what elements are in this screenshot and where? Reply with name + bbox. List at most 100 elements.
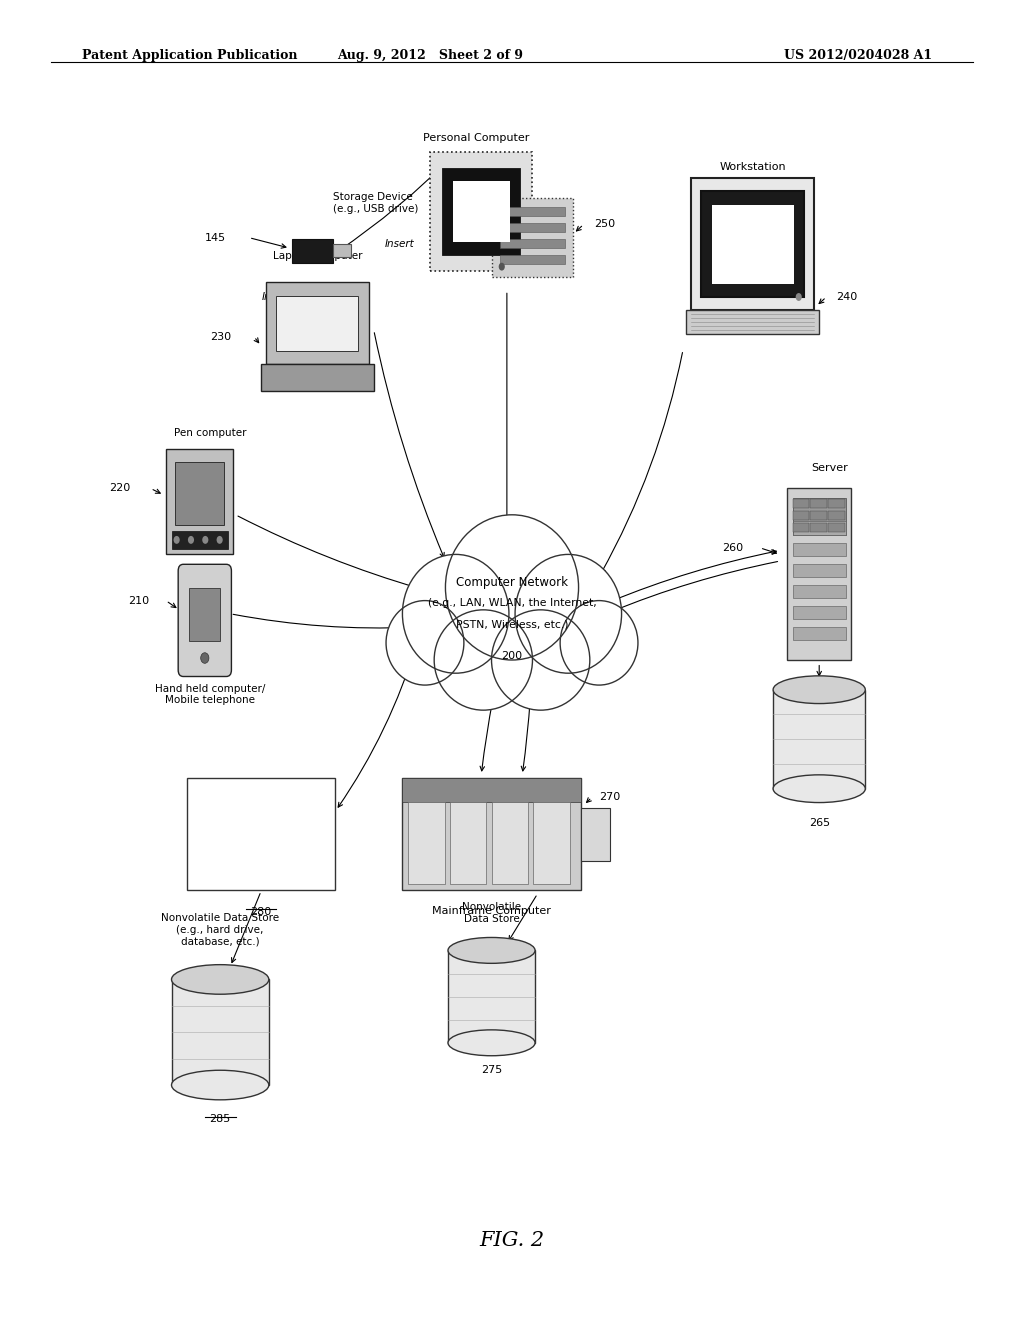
Text: Insert: Insert <box>261 292 292 302</box>
Bar <box>333 244 351 257</box>
Bar <box>166 449 233 554</box>
Bar <box>582 808 610 861</box>
Text: FIG. 2: FIG. 2 <box>479 1232 545 1250</box>
Text: Nonvolatile
Data Store: Nonvolatile Data Store <box>790 632 849 653</box>
Bar <box>793 511 809 520</box>
Ellipse shape <box>386 601 464 685</box>
Bar <box>186 777 336 890</box>
Bar <box>810 511 827 520</box>
Bar <box>500 255 565 264</box>
Bar <box>189 587 220 640</box>
Bar <box>500 223 565 232</box>
Bar <box>712 205 794 284</box>
Circle shape <box>188 536 195 544</box>
Ellipse shape <box>434 610 532 710</box>
Ellipse shape <box>402 554 509 673</box>
Text: 280: 280 <box>251 907 271 917</box>
Bar <box>828 499 845 508</box>
Text: 220: 220 <box>110 483 131 494</box>
Text: Laptop computer: Laptop computer <box>272 251 362 261</box>
Text: PSTN, Wireless, etc.): PSTN, Wireless, etc.) <box>456 619 568 630</box>
Circle shape <box>174 536 180 544</box>
Text: 230: 230 <box>210 331 231 342</box>
Bar <box>175 462 224 525</box>
Ellipse shape <box>171 965 268 994</box>
Ellipse shape <box>515 554 622 673</box>
Bar <box>828 511 845 520</box>
Bar <box>793 627 846 640</box>
Bar <box>534 801 569 884</box>
Bar <box>787 488 851 660</box>
Text: Insert: Insert <box>384 239 415 249</box>
Text: 210: 210 <box>128 595 150 606</box>
Bar <box>691 178 814 310</box>
Text: US 2012/0204028 A1: US 2012/0204028 A1 <box>783 49 932 62</box>
Ellipse shape <box>449 1030 535 1056</box>
Text: 200: 200 <box>502 651 522 661</box>
Bar <box>450 801 486 884</box>
Text: 265: 265 <box>809 818 829 829</box>
Circle shape <box>499 263 505 271</box>
Text: Pen computer: Pen computer <box>174 428 246 438</box>
Bar <box>810 499 827 508</box>
Bar <box>171 979 268 1085</box>
Text: Nonvolatile Data Store
(e.g., hard drive,
database, etc.): Nonvolatile Data Store (e.g., hard drive… <box>161 913 280 946</box>
Bar <box>793 521 846 535</box>
Text: Hand held computer/
Mobile telephone: Hand held computer/ Mobile telephone <box>155 684 265 705</box>
Text: 270: 270 <box>599 792 621 803</box>
Bar <box>266 282 369 364</box>
Ellipse shape <box>492 610 590 710</box>
Ellipse shape <box>445 515 579 660</box>
Bar <box>401 779 581 803</box>
Circle shape <box>217 536 223 544</box>
Bar <box>701 191 804 297</box>
Text: Server: Server <box>811 462 848 473</box>
Bar <box>453 181 510 242</box>
Circle shape <box>796 293 802 301</box>
FancyBboxPatch shape <box>178 565 231 676</box>
Ellipse shape <box>171 1071 268 1100</box>
Text: Information
Handling System: Information Handling System <box>214 810 308 832</box>
Text: Nonvolatile
Data Store: Nonvolatile Data Store <box>462 903 521 924</box>
Text: 145: 145 <box>205 232 226 243</box>
Text: Patent Application Publication: Patent Application Publication <box>82 49 297 62</box>
Text: 250: 250 <box>594 219 615 230</box>
Text: 240: 240 <box>837 292 858 302</box>
Text: Mainframe Computer: Mainframe Computer <box>432 906 551 916</box>
Bar <box>773 689 865 788</box>
Bar <box>828 523 845 532</box>
Text: 285: 285 <box>210 1114 230 1125</box>
Bar <box>793 523 809 532</box>
Bar <box>261 364 374 391</box>
Bar <box>292 239 333 263</box>
Bar <box>793 585 846 598</box>
Text: Personal Computer: Personal Computer <box>423 132 529 143</box>
Bar <box>408 801 444 884</box>
Bar <box>793 564 846 577</box>
Bar <box>500 239 565 248</box>
Circle shape <box>201 653 209 663</box>
Text: Workstation: Workstation <box>719 161 786 172</box>
Text: Storage Device
(e.g., USB drive): Storage Device (e.g., USB drive) <box>333 193 418 214</box>
Ellipse shape <box>449 937 535 964</box>
Text: (e.g., LAN, WLAN, the Internet,: (e.g., LAN, WLAN, the Internet, <box>428 598 596 609</box>
Bar <box>492 198 573 277</box>
Text: Aug. 9, 2012   Sheet 2 of 9: Aug. 9, 2012 Sheet 2 of 9 <box>337 49 523 62</box>
Bar <box>793 606 846 619</box>
Text: Computer Network: Computer Network <box>456 576 568 589</box>
Bar <box>810 523 827 532</box>
Bar <box>442 168 520 255</box>
Bar <box>449 950 535 1043</box>
Bar <box>401 777 581 890</box>
Text: 275: 275 <box>481 1065 502 1076</box>
Bar <box>793 499 809 508</box>
Ellipse shape <box>773 775 865 803</box>
Bar <box>500 207 565 216</box>
Bar <box>686 310 819 334</box>
Bar <box>492 801 528 884</box>
Bar <box>172 531 227 549</box>
Circle shape <box>203 536 209 544</box>
Bar <box>793 498 846 535</box>
Ellipse shape <box>773 676 865 704</box>
Bar <box>276 296 358 351</box>
